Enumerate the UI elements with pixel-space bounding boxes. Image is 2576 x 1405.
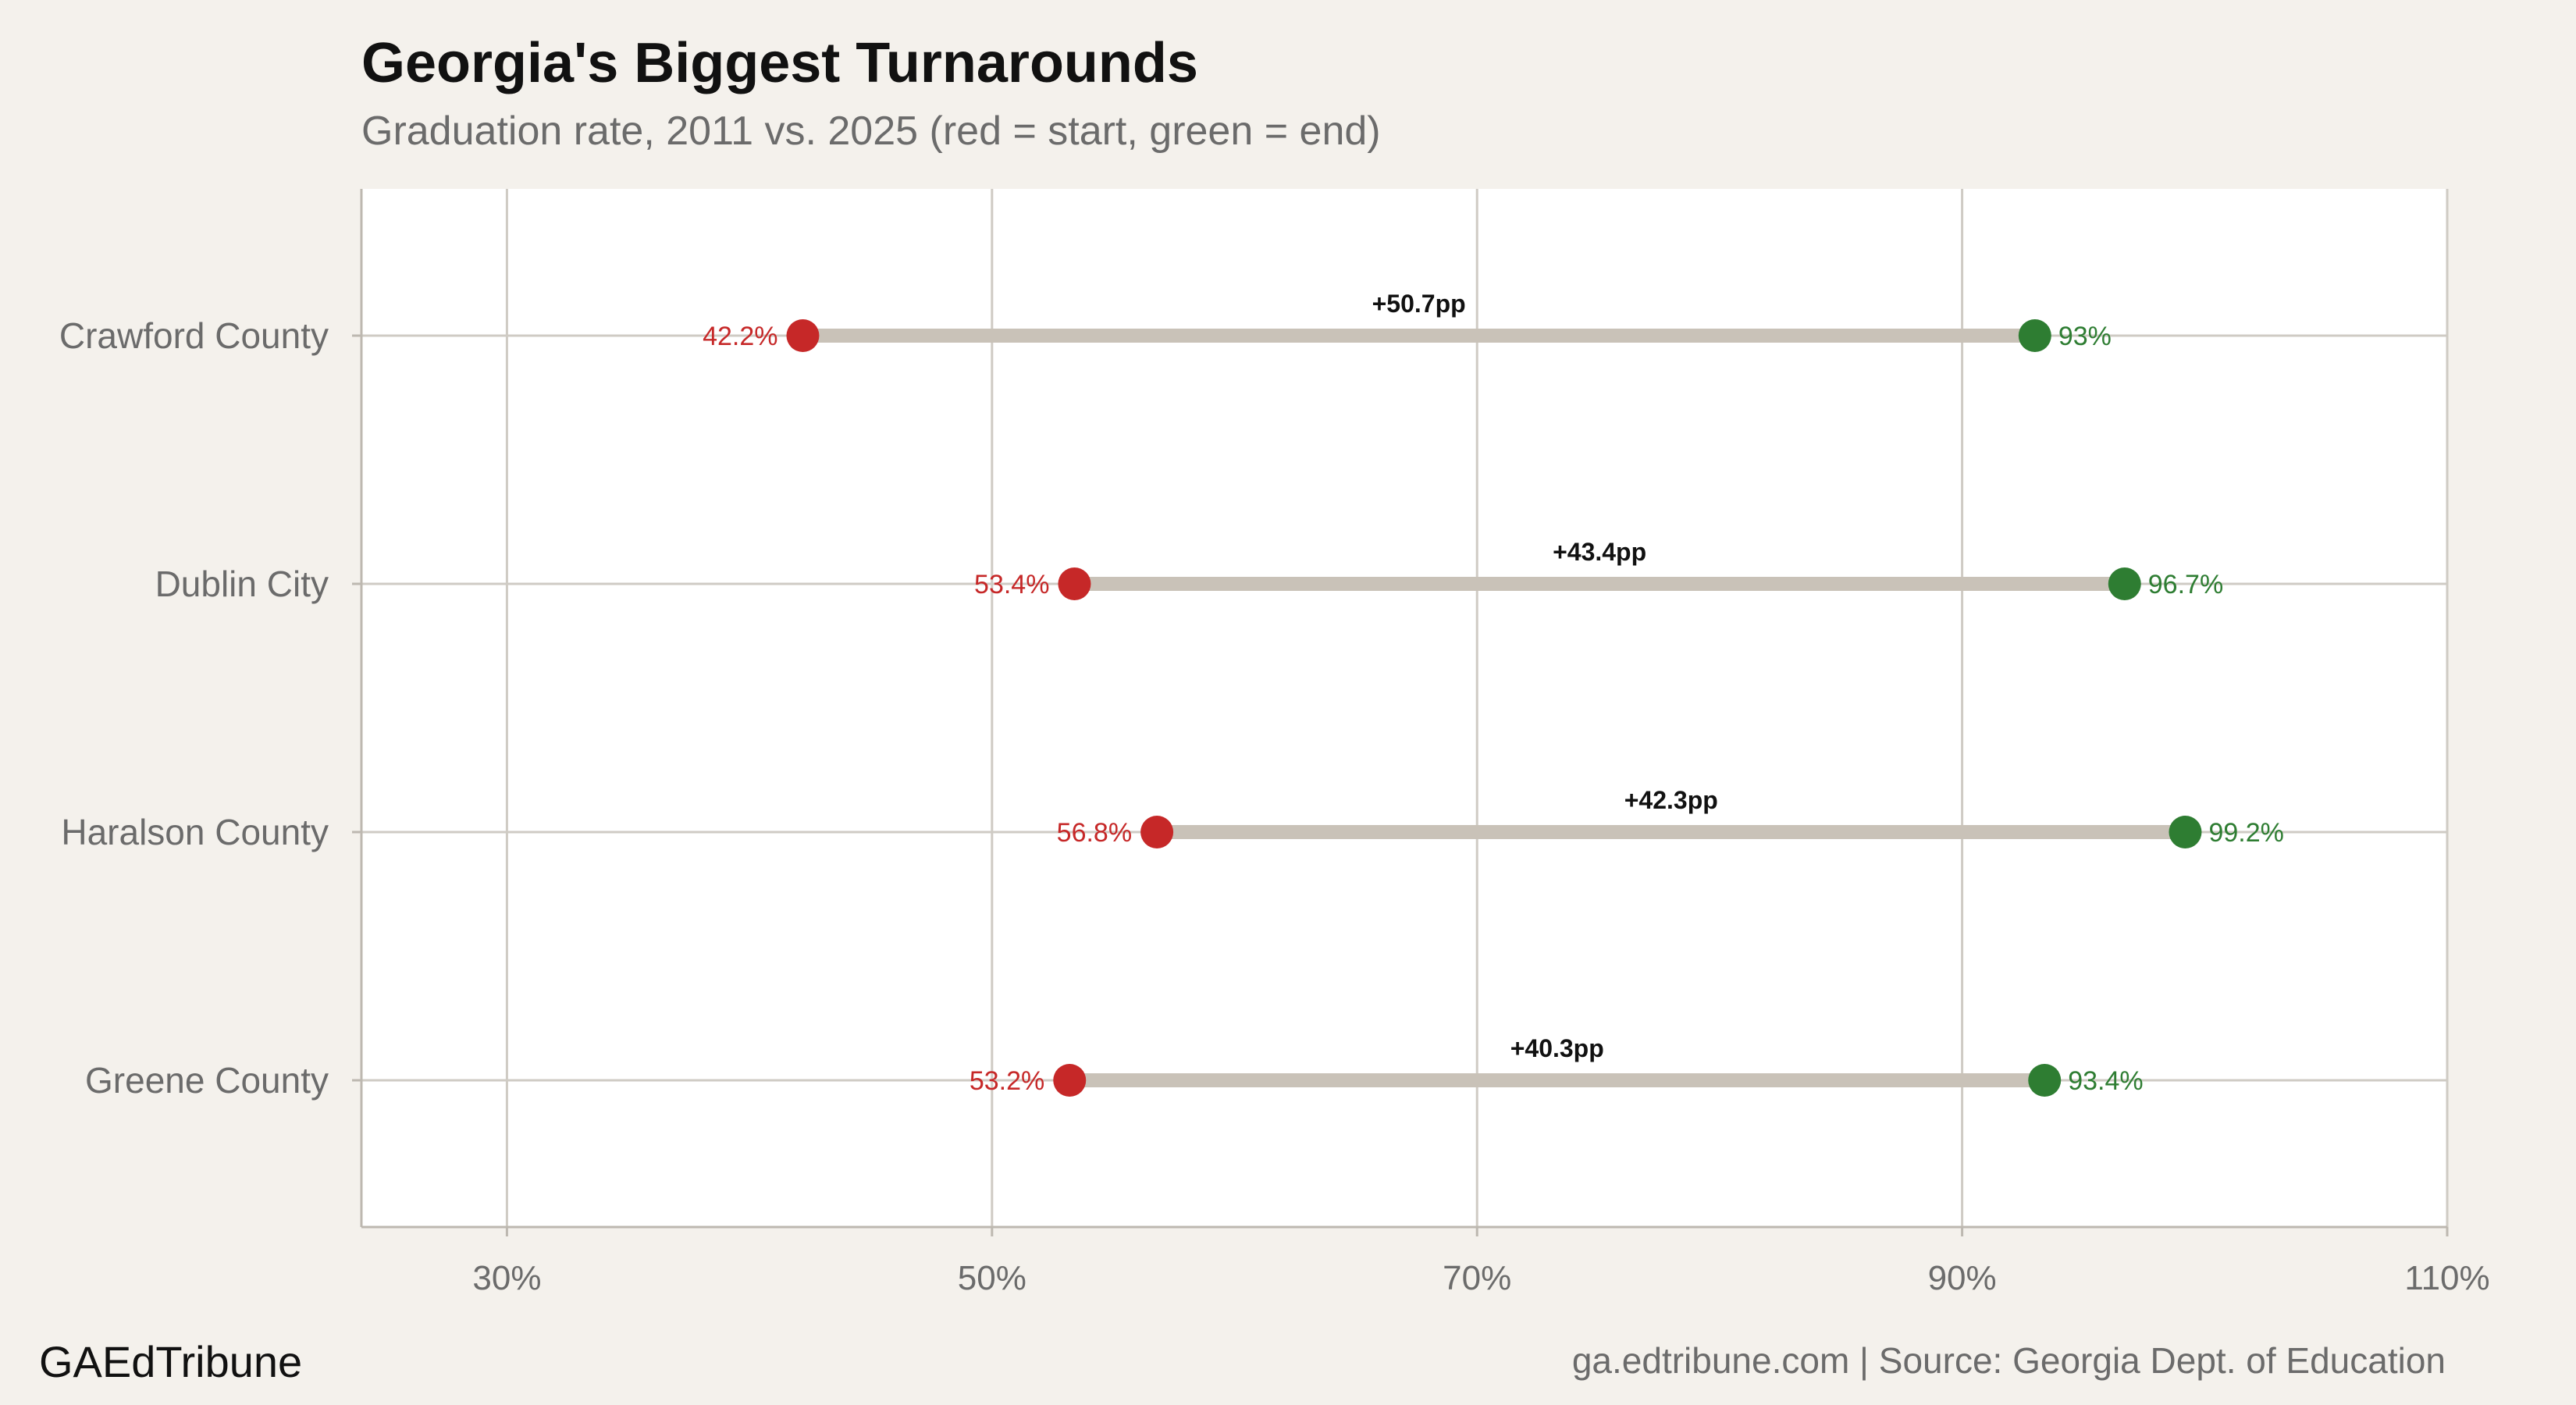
start-value-label: 53.2% xyxy=(970,1066,1044,1096)
start-point xyxy=(1058,567,1091,600)
x-tick-label: 50% xyxy=(958,1259,1026,1297)
end-value-label: 96.7% xyxy=(2148,570,2223,599)
start-point xyxy=(786,319,820,352)
end-value-label: 99.2% xyxy=(2208,818,2283,848)
change-label: +40.3pp xyxy=(1510,1034,1604,1062)
end-value-label: 93% xyxy=(2058,322,2112,351)
chart-marks: 42.2% 93% +50.7pp 53.4% 96.7% +43.4pp 56.8% 99.… xyxy=(703,290,2284,1097)
chart-title: Georgia's Biggest Turnarounds xyxy=(361,32,1198,94)
change-label: +42.3pp xyxy=(1624,786,1718,814)
end-point xyxy=(2028,1064,2062,1097)
end-point xyxy=(2169,816,2202,848)
plot-panel xyxy=(361,189,2447,1227)
source-credit: ga.edtribune.com | Source: Georgia Dept.… xyxy=(1571,1340,2446,1381)
y-axis-ticks: Crawford County Dublin City Haralson Count… xyxy=(59,315,361,1101)
start-value-label: 53.4% xyxy=(974,570,1049,599)
start-point xyxy=(1140,816,1174,848)
x-tick-label: 110% xyxy=(2404,1259,2489,1297)
x-axis-ticks: 30% 50% 70% 90% 110% xyxy=(472,1227,2490,1297)
x-tick-label: 30% xyxy=(472,1259,541,1297)
x-tick-label: 90% xyxy=(1928,1259,1997,1297)
start-value-label: 42.2% xyxy=(703,322,777,351)
change-label: +43.4pp xyxy=(1553,538,1646,566)
y-tick-label: Crawford County xyxy=(59,315,329,356)
change-label: +50.7pp xyxy=(1372,290,1466,318)
y-tick-label: Greene County xyxy=(85,1060,329,1101)
chart-subtitle: Graduation rate, 2011 vs. 2025 (red = st… xyxy=(361,108,1381,154)
end-value-label: 93.4% xyxy=(2068,1066,2143,1096)
y-tick-label: Dublin City xyxy=(155,564,329,604)
end-point xyxy=(2018,319,2051,352)
start-point xyxy=(1053,1064,1087,1097)
brand-logo-text: GAEdTribune xyxy=(39,1337,303,1386)
x-tick-label: 70% xyxy=(1443,1259,1511,1297)
y-tick-label: Haralson County xyxy=(61,812,329,852)
start-value-label: 56.8% xyxy=(1057,818,1132,848)
end-point xyxy=(2108,567,2141,600)
